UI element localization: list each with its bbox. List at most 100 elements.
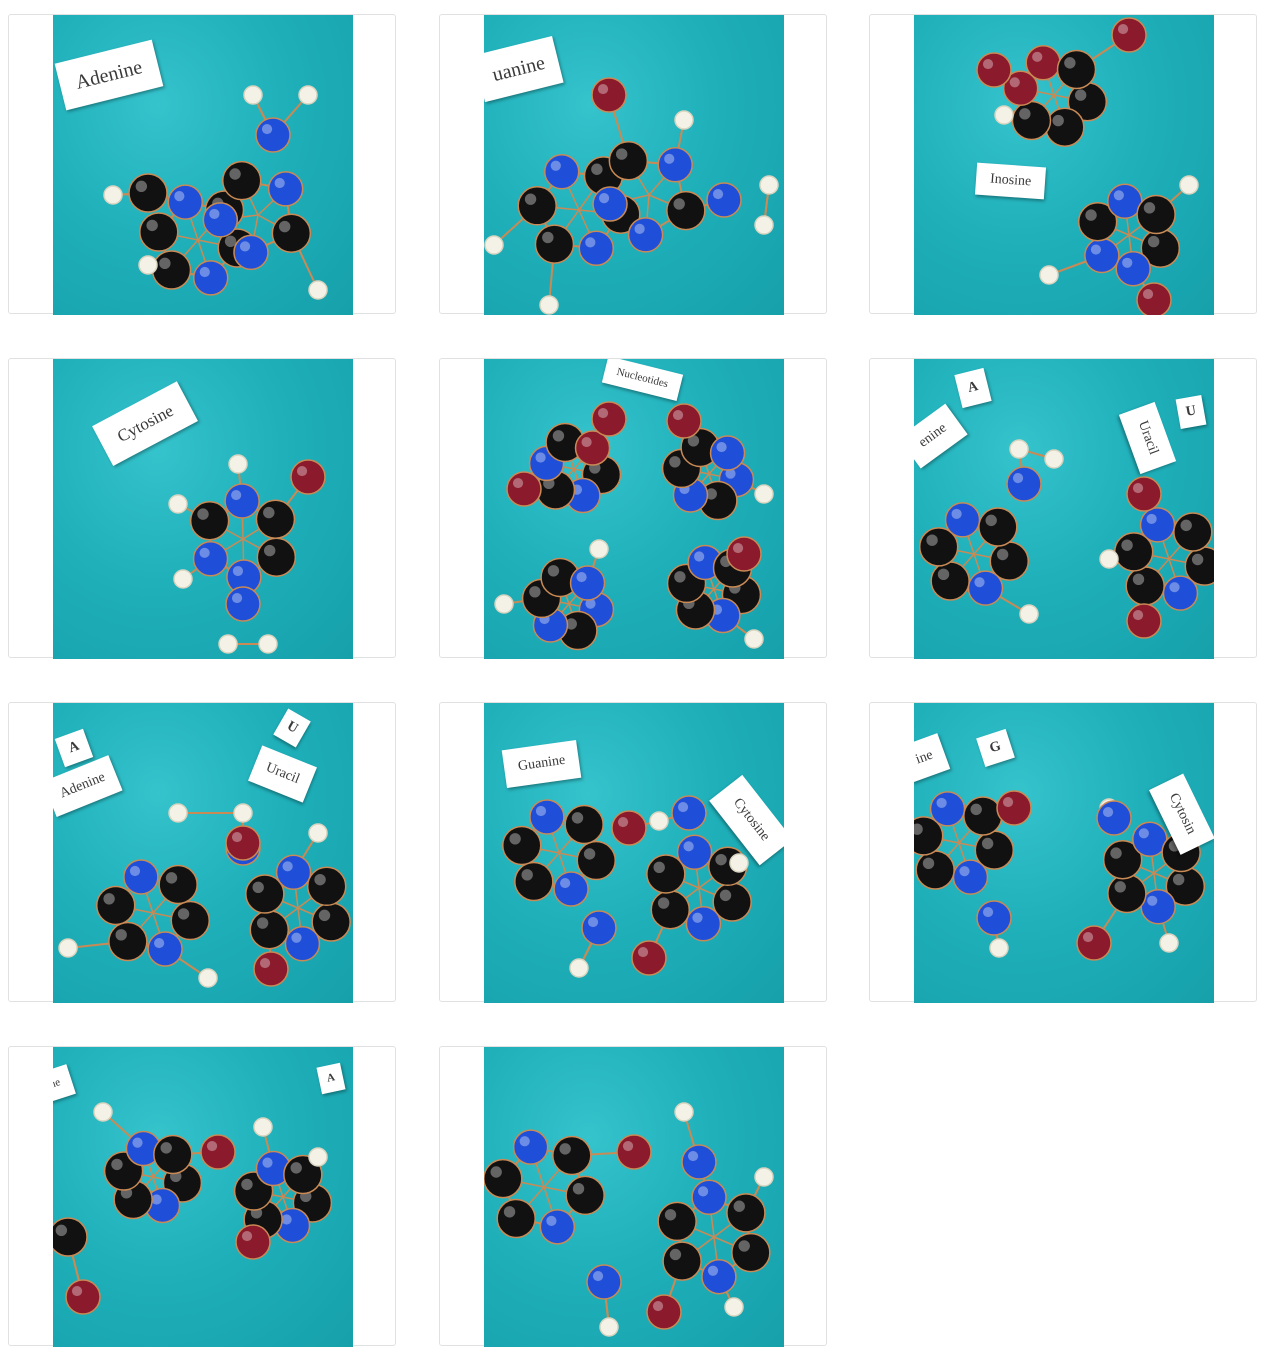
oxygen-bead bbox=[646, 1294, 682, 1330]
bead-highlight bbox=[959, 866, 970, 877]
oxygen-bead bbox=[1025, 45, 1061, 81]
bead-highlight bbox=[559, 1143, 571, 1155]
bead-highlight bbox=[151, 1194, 162, 1205]
carbon-bead bbox=[484, 1158, 523, 1199]
bead-highlight bbox=[1132, 609, 1144, 621]
carbon-bead bbox=[1011, 100, 1052, 141]
gallery-item-adenine-uracil-pair[interactable]: A Adenine U Uracil bbox=[8, 702, 396, 1003]
carbon-bead bbox=[731, 1232, 771, 1273]
carbon-bead bbox=[189, 501, 230, 541]
bead-highlight bbox=[154, 937, 165, 949]
carbon-bead bbox=[564, 804, 604, 845]
hydrogen-bead bbox=[218, 634, 238, 654]
carbon-bead bbox=[1056, 49, 1097, 90]
hydrogen-bead bbox=[754, 215, 774, 235]
oxygen-bead bbox=[1002, 70, 1039, 106]
carbon-bead bbox=[139, 212, 179, 252]
bead-highlight bbox=[546, 1215, 557, 1226]
thumbnail-image: Guanine Cytosine bbox=[484, 703, 784, 1003]
bead-highlight bbox=[241, 1230, 253, 1242]
nitrogen-bead bbox=[224, 483, 260, 519]
bead-highlight bbox=[597, 83, 609, 95]
bead-highlight bbox=[206, 1140, 218, 1152]
bead-highlight bbox=[677, 801, 689, 813]
oxygen-bead bbox=[616, 1134, 652, 1170]
hydrogen-bead bbox=[494, 594, 514, 614]
bead-highlight bbox=[159, 257, 171, 270]
bead-highlight bbox=[1132, 482, 1144, 494]
bead-highlight bbox=[519, 1136, 530, 1147]
gallery-item-inosine[interactable]: Inosine bbox=[869, 14, 1257, 315]
carbon-bead bbox=[283, 1154, 323, 1195]
gallery-item-guanine-cytosine[interactable]: Guanine Cytosine bbox=[439, 702, 827, 1003]
molecule-model bbox=[918, 439, 1214, 639]
bead-highlight bbox=[509, 833, 521, 845]
thumbnail-image: ine A bbox=[53, 1047, 353, 1347]
carbon-bead bbox=[1102, 840, 1143, 880]
nitrogen-bead bbox=[225, 586, 261, 622]
hydrogen-bead bbox=[308, 823, 328, 843]
gallery-item-nucleotides[interactable]: Nucleotides bbox=[439, 358, 827, 659]
bead-highlight bbox=[232, 565, 244, 577]
hydrogen-bead bbox=[308, 280, 328, 300]
bead-highlight bbox=[1102, 806, 1114, 818]
bead-highlight bbox=[585, 598, 596, 609]
nitrogen-bead bbox=[569, 565, 606, 601]
carbon-bead bbox=[666, 190, 706, 231]
nitrogen-bead bbox=[709, 435, 746, 471]
bead-highlight bbox=[922, 857, 935, 870]
molecule-model bbox=[502, 795, 752, 978]
gallery-item-pair-chain[interactable]: ine A bbox=[8, 1046, 396, 1347]
carbon-bead bbox=[514, 861, 554, 902]
bead-highlight bbox=[199, 266, 210, 278]
carbon-bead bbox=[1136, 194, 1176, 235]
bead-highlight bbox=[1110, 847, 1122, 859]
gallery-item-guanine[interactable]: uanine bbox=[439, 14, 827, 315]
nitrogen-bead bbox=[202, 202, 239, 238]
nitrogen-bead bbox=[581, 910, 617, 946]
oxygen-bead bbox=[1126, 603, 1162, 639]
thumbnail-image bbox=[484, 1047, 784, 1347]
bead-highlight bbox=[926, 534, 938, 546]
bead-highlight bbox=[974, 577, 985, 588]
bead-highlight bbox=[291, 932, 302, 943]
nitrogen-bead bbox=[267, 171, 304, 207]
bead-highlight bbox=[129, 865, 141, 877]
bead-highlight bbox=[1002, 796, 1014, 808]
gallery-item-adenine[interactable]: Adenine bbox=[8, 14, 396, 315]
gallery-item-adenine-uracil[interactable]: A enine Uracil U bbox=[869, 358, 1257, 659]
nitrogen-bead bbox=[691, 1179, 727, 1216]
oxygen-bead bbox=[65, 1279, 101, 1315]
nitrogen-bead bbox=[543, 153, 580, 190]
bead-highlight bbox=[1009, 77, 1020, 88]
hydrogen-bead bbox=[243, 85, 263, 105]
carbon-bead bbox=[608, 140, 649, 181]
bead-highlight bbox=[241, 1178, 253, 1191]
bead-highlight bbox=[1019, 108, 1031, 120]
bead-highlight bbox=[996, 548, 1009, 561]
thumbnail-image: Nucleotides bbox=[484, 359, 784, 659]
nitrogen-bead bbox=[657, 147, 693, 183]
gallery-item-guanine-cytosine-pair[interactable]: ine G Cytosin bbox=[869, 702, 1257, 1003]
bead-highlight bbox=[160, 1142, 172, 1154]
nitrogen-bead bbox=[671, 795, 707, 831]
hydrogen-bead bbox=[1009, 439, 1029, 459]
molecule-model bbox=[103, 85, 328, 300]
hydrogen-bead bbox=[674, 110, 694, 130]
hydrogen-bead bbox=[1039, 265, 1059, 285]
bead-highlight bbox=[146, 219, 158, 232]
oxygen-bead bbox=[235, 1224, 271, 1260]
hydrogen-bead bbox=[1019, 604, 1039, 624]
gallery-item-pair-closeup[interactable] bbox=[439, 1046, 827, 1347]
bead-highlight bbox=[281, 1214, 292, 1225]
carbon-bead bbox=[153, 1134, 193, 1175]
molecule-model bbox=[914, 790, 1206, 961]
nitrogen-bead bbox=[529, 799, 565, 835]
gallery-item-cytosine[interactable]: Cytosine bbox=[8, 358, 396, 659]
nitrogen-bead bbox=[586, 1264, 622, 1300]
bead-highlight bbox=[914, 823, 923, 835]
bead-highlight bbox=[652, 1300, 664, 1312]
bead-highlight bbox=[261, 123, 273, 135]
bead-highlight bbox=[239, 241, 251, 252]
bead-highlight bbox=[634, 223, 645, 235]
